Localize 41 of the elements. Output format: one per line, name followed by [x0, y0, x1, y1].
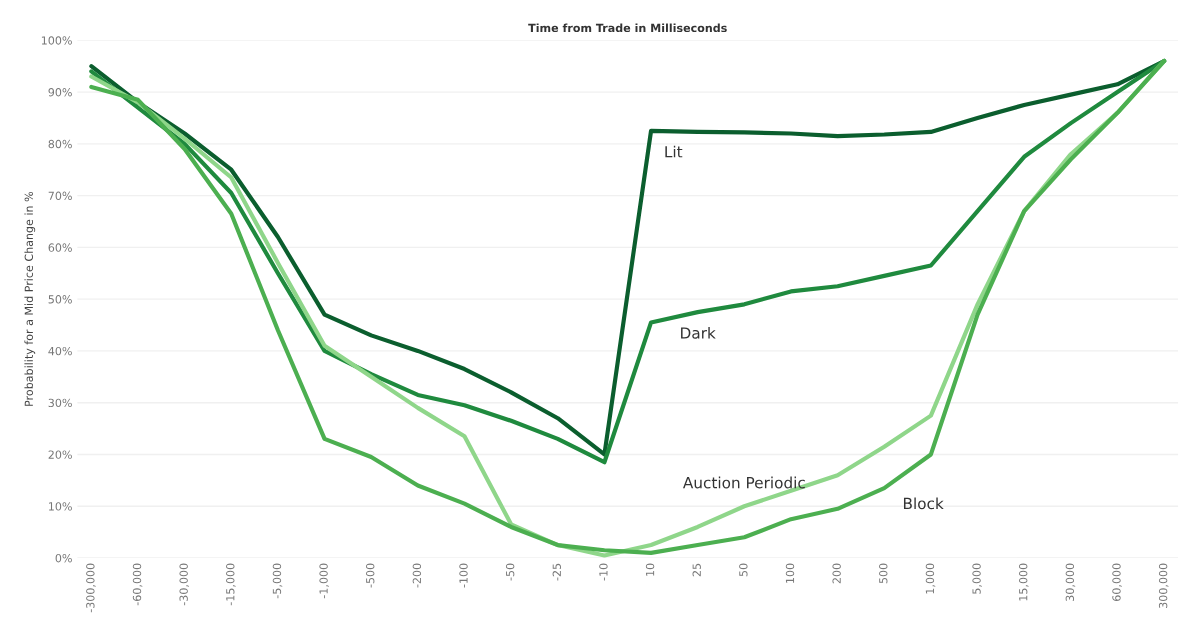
series-label: Block	[903, 497, 944, 510]
x-tick-label: -300,000	[86, 563, 96, 613]
chart-title: Time from Trade in Milliseconds	[528, 23, 727, 33]
y-tick-label: 80%	[48, 139, 72, 149]
series-label: Auction Periodic	[682, 476, 805, 489]
x-tick-label: -500	[366, 563, 375, 588]
x-tick-label: 50	[739, 563, 748, 577]
y-tick-label: 70%	[48, 191, 72, 200]
x-tick-label: -10	[599, 563, 608, 581]
x-tick-label: 1,000	[925, 563, 936, 594]
y-tick-label: 50%	[48, 295, 72, 304]
x-tick-label: -25	[552, 563, 561, 581]
x-tick-label: -1,000	[319, 563, 329, 599]
x-tick-label: -50	[505, 563, 515, 581]
y-tick-label: 0%	[55, 553, 72, 563]
y-tick-label: 90%	[48, 88, 72, 97]
x-tick-label: 300,000	[1158, 563, 1169, 608]
x-tick-label: 30,000	[1065, 563, 1076, 601]
x-tick-label: 100	[785, 563, 795, 583]
x-tick-label: 500	[879, 563, 888, 584]
y-axis-title: Probability for a Mid Price Change in %	[24, 191, 36, 406]
y-tick-label: 30%	[48, 398, 72, 408]
y-tick-label: 40%	[48, 346, 72, 356]
x-tick-label: 15,000	[1019, 563, 1029, 601]
x-tick-label: 5,000	[972, 563, 982, 594]
x-tick-label: -15,000	[226, 563, 236, 606]
y-tick-label: 20%	[48, 450, 72, 459]
y-tick-label: 10%	[49, 502, 72, 511]
y-tick-label: 60%	[48, 243, 72, 252]
x-tick-label: -5,000	[272, 563, 283, 599]
series-label: Dark	[681, 326, 716, 339]
x-tick-label: 25	[692, 563, 701, 577]
series-label: Lit	[665, 145, 683, 158]
y-tick-label: 100%	[41, 36, 72, 45]
x-tick-label: 60,000	[1112, 563, 1122, 601]
x-tick-label: -30,000	[179, 563, 189, 606]
x-tick-label: -100	[459, 563, 468, 588]
x-tick-label: -60,000	[132, 563, 143, 606]
x-tick-label: 10	[645, 563, 655, 576]
x-tick-label: -200	[412, 563, 422, 588]
x-tick-label: 200	[832, 563, 841, 584]
